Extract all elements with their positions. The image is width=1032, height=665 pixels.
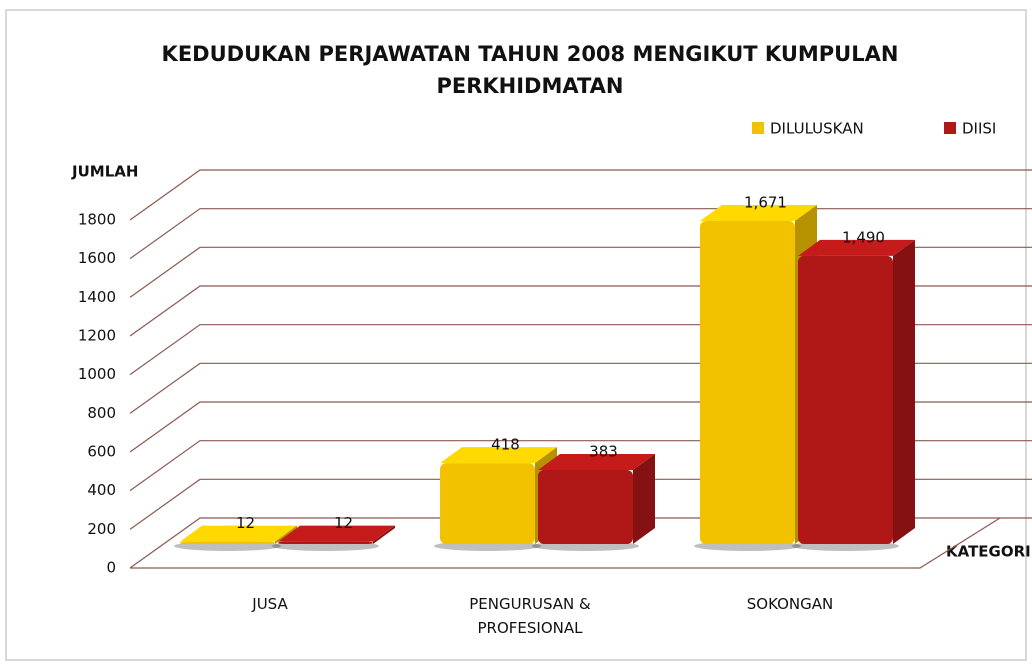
bar-side — [633, 453, 655, 544]
x-tick-label: JUSA — [252, 595, 288, 613]
bar — [180, 541, 275, 544]
data-label: 418 — [491, 436, 520, 454]
y-tick-label: 800 — [87, 404, 116, 422]
legend-swatch — [752, 122, 764, 134]
bar — [440, 463, 535, 544]
data-label: 12 — [236, 514, 255, 532]
bar — [798, 255, 893, 544]
y-tick-label: 1600 — [78, 249, 116, 267]
bar-top — [180, 525, 297, 542]
data-label: 12 — [334, 514, 353, 532]
y-tick-label: 0 — [106, 559, 116, 577]
legend-swatch — [944, 122, 956, 134]
y-tick-label: 1000 — [78, 365, 116, 383]
bar-top — [700, 204, 817, 221]
y-tick-label: 600 — [87, 443, 116, 461]
bar-side — [373, 525, 395, 544]
legend-label: DIISI — [962, 120, 996, 138]
y-tick-label: 200 — [87, 520, 116, 538]
x-tick-label: PENGURUSAN & PROFESIONAL — [469, 595, 591, 637]
y-tick-label: 1200 — [78, 327, 116, 345]
bar — [278, 541, 373, 544]
y-tick-label: 400 — [87, 481, 116, 499]
legend-label: DILULUSKAN — [770, 120, 864, 138]
chart-title: KEDUDUKAN PERJAWATAN TAHUN 2008 MENGIKUT… — [161, 42, 899, 98]
y-tick-label: 1400 — [78, 288, 116, 306]
data-label: 383 — [589, 442, 618, 460]
y-tick-label: 1800 — [78, 211, 116, 229]
bar-top — [440, 447, 557, 464]
floor-edge — [130, 517, 1001, 569]
bar-side — [275, 525, 297, 544]
y-axis-label: JUMLAH — [71, 163, 138, 181]
x-tick-label: SOKONGAN — [746, 595, 834, 613]
data-label: 1,671 — [744, 193, 787, 211]
frame — [5, 9, 1027, 661]
data-label: 1,490 — [842, 228, 885, 246]
bar-side — [893, 239, 915, 544]
grid-line — [129, 169, 1032, 221]
bar — [538, 469, 633, 544]
bar — [700, 220, 795, 544]
bar-top — [538, 453, 655, 470]
x-axis-label: KATEGORI — [946, 543, 1031, 561]
bar-top — [798, 239, 915, 256]
bar-top — [278, 525, 395, 542]
